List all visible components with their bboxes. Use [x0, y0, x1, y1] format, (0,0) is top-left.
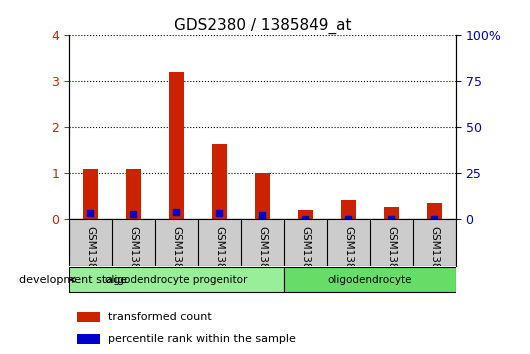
- Text: GSM138286: GSM138286: [343, 227, 354, 290]
- Bar: [126, 169, 141, 219]
- Bar: [427, 203, 442, 219]
- Text: GSM138280: GSM138280: [85, 227, 95, 290]
- Title: GDS2380 / 1385849_at: GDS2380 / 1385849_at: [174, 18, 351, 34]
- Bar: [83, 169, 98, 219]
- Text: GSM138287: GSM138287: [386, 227, 396, 290]
- Text: transformed count: transformed count: [108, 312, 211, 322]
- Bar: [77, 334, 100, 344]
- Bar: [212, 143, 227, 219]
- Text: GSM138285: GSM138285: [301, 227, 311, 290]
- Text: oligodendrocyte progenitor: oligodendrocyte progenitor: [105, 275, 248, 285]
- Text: development stage: development stage: [19, 275, 127, 285]
- Text: GSM138284: GSM138284: [258, 227, 267, 290]
- Bar: [169, 72, 184, 219]
- Bar: [341, 200, 356, 219]
- FancyBboxPatch shape: [284, 267, 456, 292]
- Text: GSM138288: GSM138288: [429, 227, 439, 290]
- Text: GSM138283: GSM138283: [214, 227, 224, 290]
- Text: percentile rank within the sample: percentile rank within the sample: [108, 334, 295, 344]
- Bar: [255, 173, 270, 219]
- Bar: [384, 207, 399, 219]
- Bar: [298, 210, 313, 219]
- Text: oligodendrocyte: oligodendrocyte: [328, 275, 412, 285]
- FancyBboxPatch shape: [69, 267, 284, 292]
- Bar: [77, 312, 100, 321]
- Text: GSM138282: GSM138282: [171, 227, 181, 290]
- Text: GSM138281: GSM138281: [128, 227, 138, 290]
